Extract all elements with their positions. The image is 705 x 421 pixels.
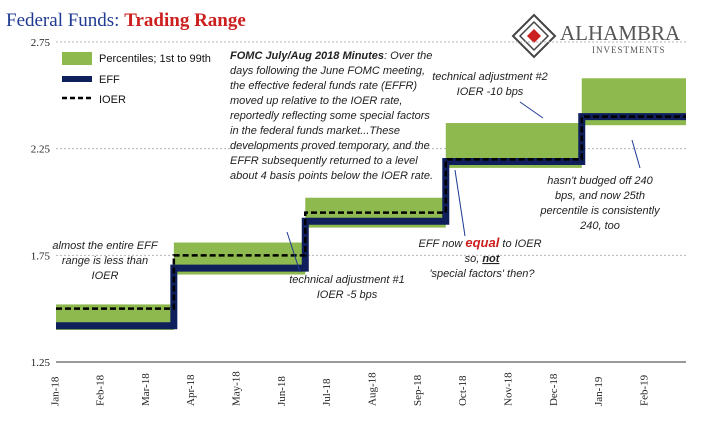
x-tick-label: May-18 [231, 371, 243, 406]
so-not-pre: so, [465, 253, 483, 265]
logo-diamond-icon [511, 13, 557, 59]
so-not-word: not [482, 253, 500, 265]
x-tick-label: Oct-18 [457, 375, 469, 406]
budged-line: 240, too [579, 220, 620, 232]
entire-line: range is less than [62, 255, 148, 267]
eff-equal-pre: EFF now [418, 238, 465, 250]
alhambra-logo: ALHAMBRA INVESTMENTS [511, 13, 681, 59]
fomc-line-text: : Over the [384, 50, 432, 62]
y-tick-label: 1.25 [31, 357, 51, 369]
ioer-line [56, 115, 686, 310]
legend-swatch-band [62, 52, 92, 65]
eff-equal-annotation: EFF now equal to IOER so, not 'special f… [418, 169, 542, 280]
eff-equal-line: EFF now equal to IOER [418, 235, 541, 250]
ioer-series [56, 115, 686, 310]
adjustment-1-annotation: technical adjustment #1 IOER -5 bps [286, 231, 405, 301]
x-tick-label: Jun-18 [276, 376, 288, 406]
adj2-arrow [519, 101, 544, 119]
title-part-1: Federal Funds: [6, 10, 124, 31]
legend-label-band: Percentiles; 1st to 99th [99, 53, 211, 65]
x-tick-label: Dec-18 [548, 373, 560, 406]
x-tick-label: Mar-18 [140, 373, 152, 406]
x-tick-label: Jan-19 [593, 376, 605, 406]
fomc-line: in the federal funds market...These [230, 125, 400, 137]
fomc-line: the effective federal funds rate (EFFR) [230, 80, 417, 92]
fomc-annotation: FOMC July/Aug 2018 Minutes: Over the day… [230, 50, 433, 182]
adj2-line: technical adjustment #2 [432, 71, 548, 83]
fomc-line: developments proved temporary, and the [230, 140, 430, 152]
logo-name: ALHAMBRA [560, 21, 681, 45]
budged-arrow [631, 139, 641, 169]
budged-line: percentile is consistently [539, 205, 661, 217]
x-tick-label: Nov-18 [503, 372, 515, 406]
x-tick-label: Aug-18 [367, 372, 379, 406]
legend-label-eff: EFF [99, 74, 120, 86]
fomc-title: FOMC July/Aug 2018 Minutes [230, 50, 384, 62]
fomc-line: reportedly reflecting some special facto… [230, 110, 430, 122]
budged-annotation: hasn't budged off 240 bps, and now 25th … [539, 139, 661, 232]
adjustment-2-annotation: technical adjustment #2 IOER -10 bps [432, 71, 548, 119]
special-factors-line: 'special factors' then? [429, 268, 535, 280]
fomc-line: about 4 basis points below the IOER rate… [230, 170, 433, 182]
y-tick-label: 2.25 [31, 144, 51, 156]
eff-equal-word: equal [465, 235, 499, 250]
fomc-line: EFFR subsequently returned to a level [230, 155, 418, 167]
chart-title: Federal Funds: Trading Range [6, 10, 246, 31]
legend: Percentiles; 1st to 99th EFF IOER [62, 52, 211, 106]
x-tick-label: Sep-18 [412, 374, 424, 406]
entire-line: IOER [92, 270, 119, 282]
eff-equal-arrow [454, 169, 466, 237]
x-tick-label: Feb-18 [95, 374, 107, 406]
x-tick-label: Feb-19 [638, 374, 650, 406]
legend-label-ioer: IOER [99, 94, 126, 106]
x-tick-label: Apr-18 [185, 374, 197, 406]
adj1-line: technical adjustment #1 [289, 274, 405, 286]
eff-equal-post: to IOER [499, 238, 541, 250]
fomc-line: FOMC July/Aug 2018 Minutes: Over the [230, 50, 432, 62]
logo-subtitle: INVESTMENTS [592, 45, 666, 55]
fomc-line: moved up relative to the IOER rate, [230, 95, 402, 107]
y-ticks: 1.25 1.75 2.25 2.75 [31, 37, 51, 369]
y-tick-label: 1.75 [31, 250, 51, 262]
so-not-line: so, not [465, 253, 501, 265]
adj1-line: IOER -5 bps [317, 289, 378, 301]
x-tick-label: Jul-18 [321, 378, 333, 406]
entire-eff-annotation: almost the entire EFF range is less than… [52, 240, 158, 282]
x-ticks: Jan-18 Feb-18 Mar-18 Apr-18 May-18 Jun-18 Jul-… [49, 371, 650, 406]
budged-line: bps, and now 25th [555, 190, 645, 202]
budged-line: hasn't budged off 240 [547, 175, 653, 187]
entire-line: almost the entire EFF [52, 240, 158, 252]
adj1-arrow [286, 231, 301, 273]
adj2-line: IOER -10 bps [457, 86, 524, 98]
x-tick-label: Jan-18 [49, 376, 61, 406]
title-part-2: Trading Range [124, 10, 246, 31]
fomc-line: days following the June FOMC meeting, [230, 65, 425, 77]
y-tick-label: 2.75 [31, 37, 51, 49]
